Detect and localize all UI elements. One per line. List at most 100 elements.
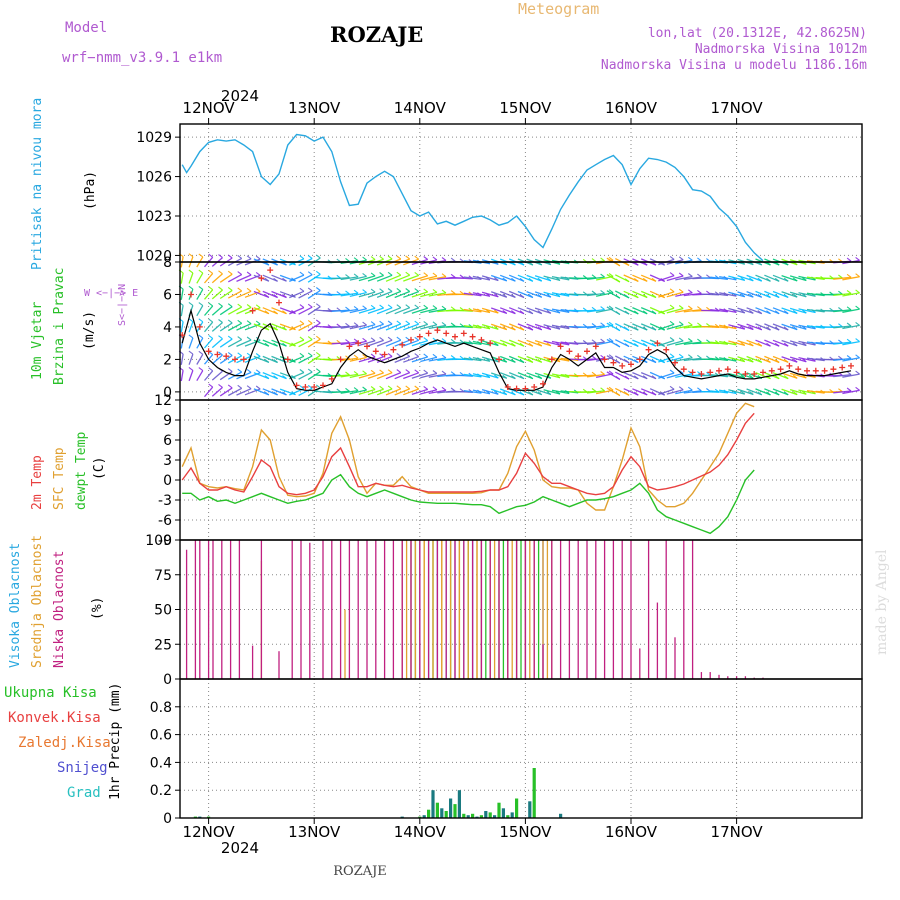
wind-arrow [649,306,665,315]
wind-arrow-head [748,293,754,298]
wind-arrow [508,323,525,331]
wind-arrow [298,339,313,348]
wind-arrow [481,291,499,298]
wind-arrow [463,308,482,313]
wind-arrow [632,388,648,396]
day-label-bottom: 14NOV [394,823,447,841]
wind-gust-marker [724,366,731,373]
wind-arrow [472,389,491,395]
wind-arrow [632,274,648,282]
wind-arrow [499,323,516,331]
wind-arrow [227,339,243,348]
wind-arrow [204,337,214,349]
wind-arrow [623,274,639,282]
wind-gust-marker [733,369,740,376]
wind-arrow [204,370,214,381]
wind-arrow [253,388,270,396]
day-label-bottom: 17NOV [711,823,764,841]
wind-gust-marker [716,367,722,374]
precipitation-ytick-label: 0 [163,811,172,827]
wind-arrow [586,276,605,280]
wind-arrow-head [188,285,194,290]
wind-arrow [358,372,376,379]
wind-arrow [481,307,499,314]
wind-arrow-head [633,261,639,266]
wind-gust-marker [232,356,238,363]
wind-gust-marker [364,343,370,350]
wind-arrow-head [642,326,648,331]
temperature-ytick-label: -6 [158,513,172,529]
wind-arrow-head [188,269,194,274]
wind-arrow [463,276,482,281]
wind-arrow [543,340,561,346]
day-label-bottom: 12NOV [183,823,236,841]
wind-arrow [411,356,428,363]
wind-arrow-head [600,387,605,392]
wind-gust-marker [751,371,758,377]
wind-arrow [798,340,816,346]
wind-arrow-head [706,306,711,311]
wind-arrow [253,307,270,315]
wind-arrow [367,274,384,282]
wind-arrow-head [493,325,499,330]
wind-arrow [789,372,807,379]
wind-arrow [577,374,597,377]
wind-arrow-head [264,342,270,347]
wind-arrow [490,291,508,298]
wind-arrow [376,339,393,347]
precip-bar [515,798,519,818]
wind-arrow-head [651,391,657,396]
wind-arrow [219,338,233,348]
wind-arrow-head [370,353,376,358]
wind-arrow-head [792,293,798,298]
wind-arrow-head [669,272,675,277]
clouds-ytick-label: 100 [145,533,172,549]
wind-arrow [623,371,639,380]
wind-arrow-head [669,288,675,293]
wind-arrow [490,372,508,379]
wind-arrow-head [315,384,321,389]
wind-frame [179,261,863,401]
wind-arrow [331,293,350,296]
wind-gust-marker [610,359,617,366]
wind-arrow-head [687,386,693,391]
wind-arrow-head [208,334,214,339]
wind-arrow-head [345,306,350,311]
wind-arrow-head [273,310,278,315]
wind-arrow-head [855,338,860,343]
temperature-frame [179,399,863,541]
wind-arrow [746,388,763,396]
wind-arrow [586,325,605,329]
wind-arrow-head [282,391,287,396]
wind-arrow [764,274,780,282]
wind-arrow [710,357,728,362]
wind-arrow [411,307,428,314]
wind-arrow [236,323,252,331]
wind-gust-marker [830,366,837,373]
wind-arrow [833,325,852,329]
wind-arrow-head [450,322,456,327]
day-label-bottom: 16NOV [605,823,658,841]
wind-arrow-head [441,289,447,294]
wind-arrow-head [450,387,456,392]
wind-arrow [358,388,376,395]
wind-arrow-head [546,309,552,314]
wind-arrow-head [624,343,630,348]
wind-arrow [534,339,552,347]
wind-arrow-head [237,319,243,324]
wind-arrow-head [208,367,214,372]
wind-gust-marker [390,346,397,353]
model-label: Model [65,20,108,36]
wind-arrow [499,355,516,363]
wind-arrow [411,339,428,347]
bottom-station-label: ROZAJE [333,864,387,879]
wind-arrow-head [792,391,798,396]
wind-arrow-head [624,294,630,299]
wind-arrow [358,340,376,347]
wind-arrow-head [669,369,675,374]
wind-arrow [755,388,771,396]
wind-arrow-head [315,335,321,340]
wind-arrow [340,341,359,346]
precip-bar [532,768,536,818]
wind-arrow [358,307,376,314]
